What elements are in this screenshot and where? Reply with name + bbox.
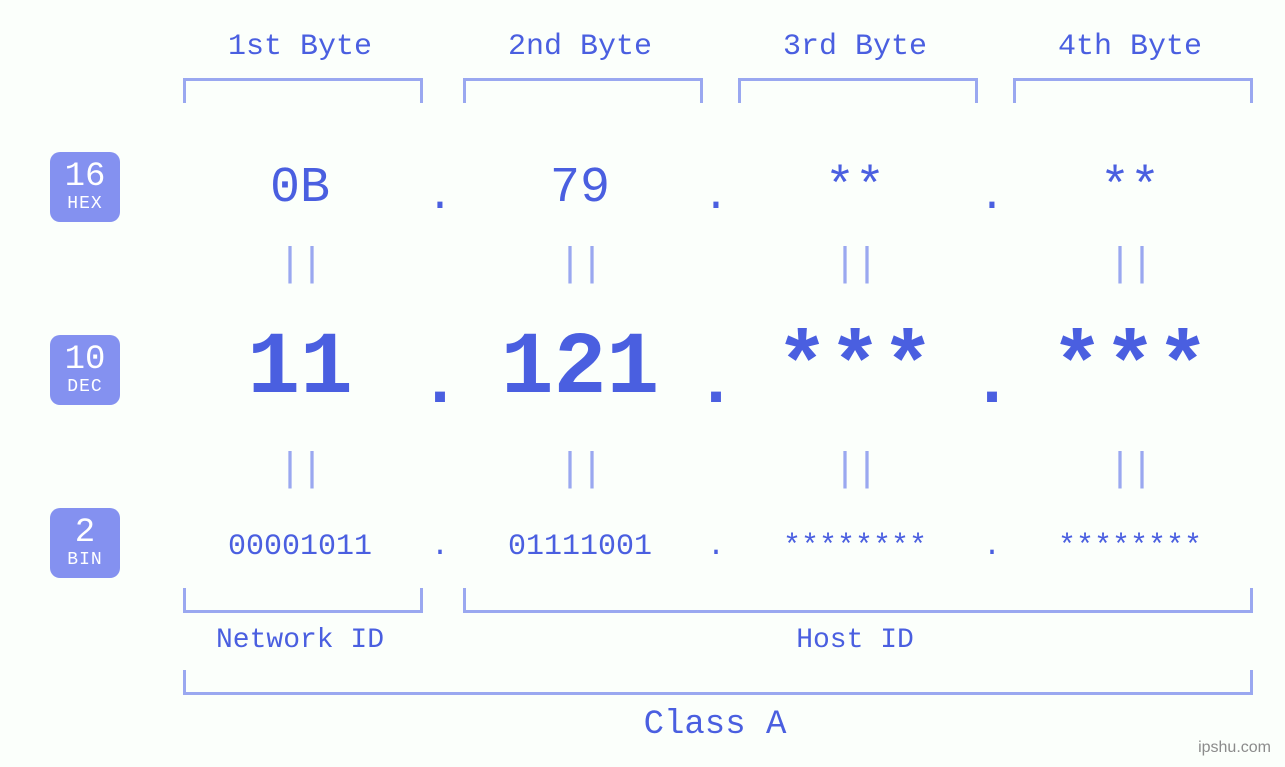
- byte-header-4: 4th Byte: [1058, 30, 1202, 64]
- label-network-id: Network ID: [216, 625, 384, 656]
- hex-sep-2: .: [703, 172, 729, 222]
- eq-2-2: ||: [558, 448, 602, 493]
- hex-byte4: **: [1100, 160, 1160, 217]
- byte-header-2: 2nd Byte: [508, 30, 652, 64]
- badge-bin-base: 2: [50, 516, 120, 552]
- badge-hex-label: HEX: [50, 195, 120, 214]
- dec-sep-2: .: [695, 345, 737, 424]
- byte-header-3: 3rd Byte: [783, 30, 927, 64]
- byte-header-1: 1st Byte: [228, 30, 372, 64]
- badge-dec-base: 10: [50, 343, 120, 379]
- top-bracket-byte2: [463, 78, 703, 103]
- top-bracket-byte1: [183, 78, 423, 103]
- bin-byte4: ********: [1058, 530, 1202, 564]
- bin-byte1: 00001011: [228, 530, 372, 564]
- bin-sep-1: .: [431, 530, 449, 564]
- dec-byte3: ***: [776, 320, 934, 419]
- bracket-ip-class: [183, 670, 1253, 695]
- bracket-host-id: [463, 588, 1253, 613]
- dec-byte1: 11: [247, 320, 353, 419]
- top-bracket-byte4: [1013, 78, 1253, 103]
- bracket-network-id: [183, 588, 423, 613]
- eq-2-3: ||: [833, 448, 877, 493]
- badge-bin-label: BIN: [50, 551, 120, 570]
- eq-1-1: ||: [278, 243, 322, 288]
- eq-2-4: ||: [1108, 448, 1152, 493]
- bin-byte3: ********: [783, 530, 927, 564]
- eq-1-2: ||: [558, 243, 602, 288]
- badge-dec-label: DEC: [50, 378, 120, 397]
- eq-2-1: ||: [278, 448, 322, 493]
- badge-hex-base: 16: [50, 160, 120, 196]
- dec-byte2: 121: [501, 320, 659, 419]
- hex-byte3: **: [825, 160, 885, 217]
- dec-sep-3: .: [971, 345, 1013, 424]
- badge-hex: 16 HEX: [50, 152, 120, 222]
- badge-dec: 10 DEC: [50, 335, 120, 405]
- eq-1-3: ||: [833, 243, 877, 288]
- bin-sep-2: .: [707, 530, 725, 564]
- top-bracket-byte3: [738, 78, 978, 103]
- dec-byte4: ***: [1051, 320, 1209, 419]
- bin-byte2: 01111001: [508, 530, 652, 564]
- hex-byte2: 79: [550, 160, 610, 217]
- eq-1-4: ||: [1108, 243, 1152, 288]
- bin-sep-3: .: [983, 530, 1001, 564]
- hex-sep-1: .: [427, 172, 453, 222]
- dec-sep-1: .: [419, 345, 461, 424]
- watermark: ipshu.com: [1198, 739, 1271, 757]
- label-host-id: Host ID: [796, 625, 914, 656]
- hex-sep-3: .: [979, 172, 1005, 222]
- hex-byte1: 0B: [270, 160, 330, 217]
- label-ip-class: Class A: [644, 706, 787, 744]
- badge-bin: 2 BIN: [50, 508, 120, 578]
